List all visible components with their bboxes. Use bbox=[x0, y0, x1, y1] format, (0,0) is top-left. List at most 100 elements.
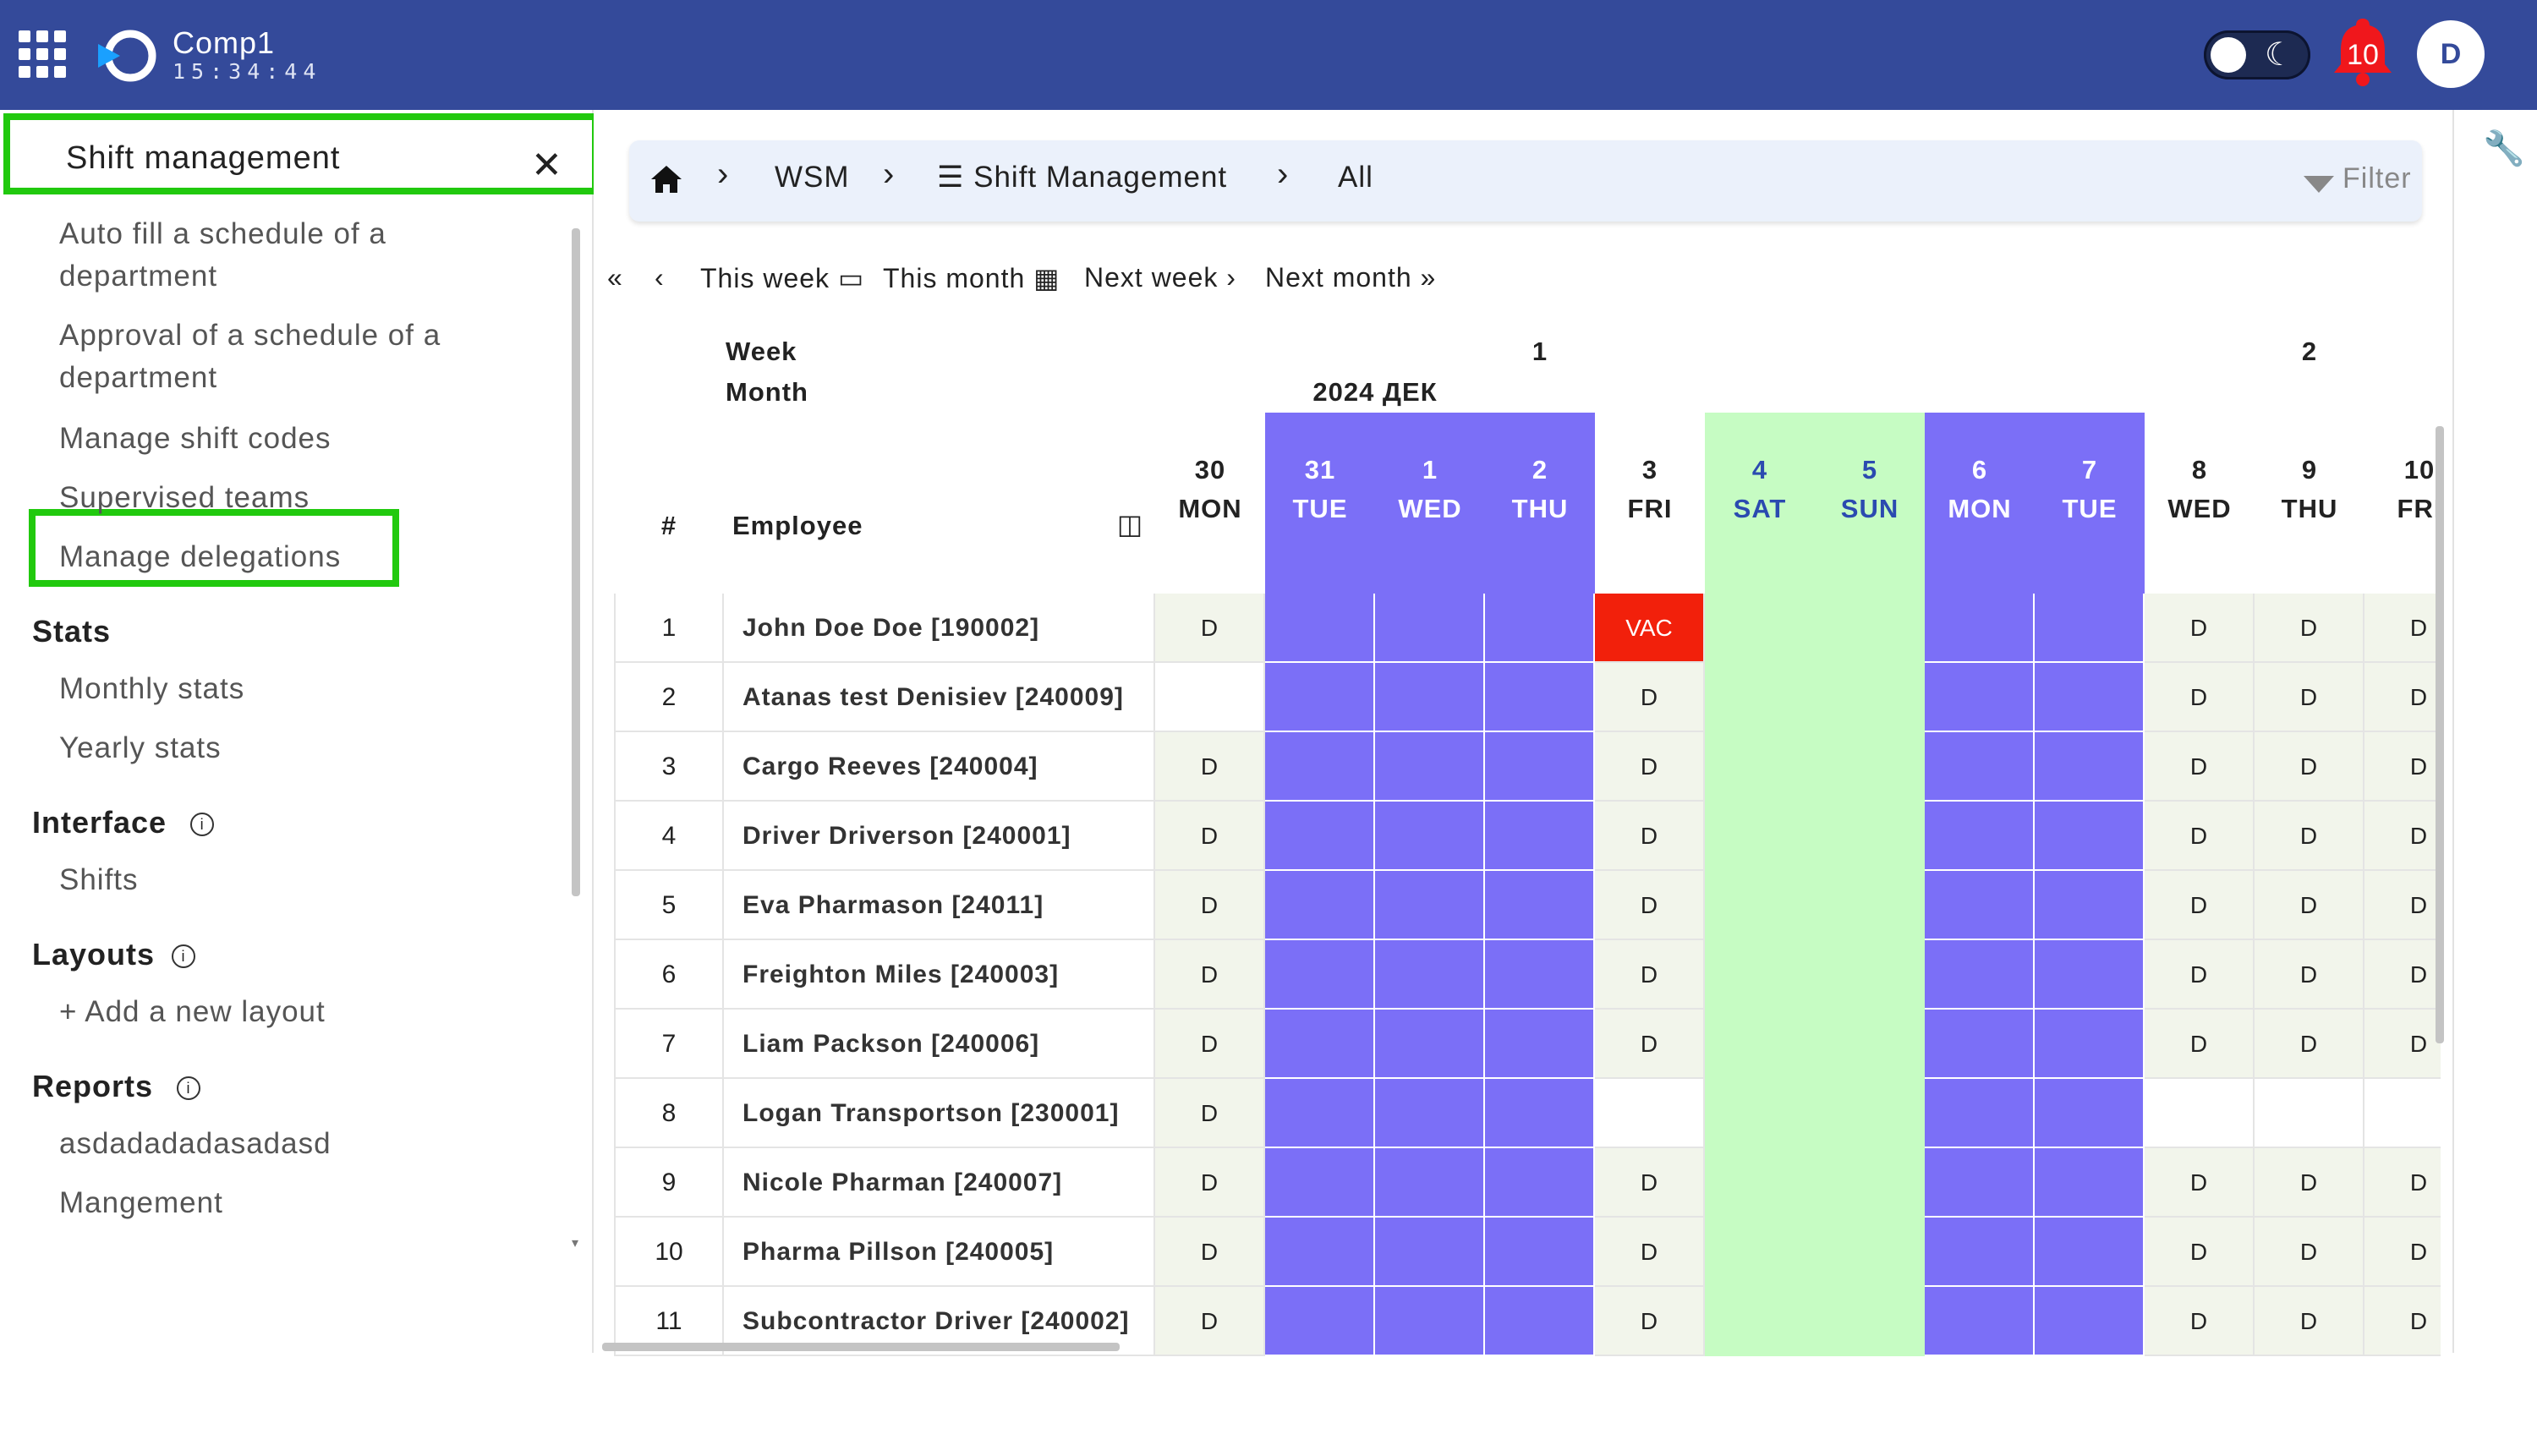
shift-cell[interactable] bbox=[1705, 1148, 1815, 1218]
shift-cell[interactable] bbox=[1705, 1287, 1815, 1356]
shift-cell[interactable]: D bbox=[1155, 594, 1265, 663]
shift-cell[interactable]: D bbox=[2364, 1148, 2441, 1218]
shift-cell[interactable] bbox=[1485, 1010, 1595, 1079]
employee-name[interactable]: Driver Driverson [240001] bbox=[724, 802, 1155, 871]
shift-cell[interactable] bbox=[1375, 1287, 1485, 1356]
day-header[interactable]: 31 TUE bbox=[1265, 413, 1375, 594]
shift-cell[interactable] bbox=[1375, 663, 1485, 732]
shift-cell[interactable] bbox=[1815, 594, 1925, 663]
shift-cell[interactable]: D bbox=[2145, 802, 2255, 871]
user-avatar[interactable]: D bbox=[2417, 20, 2485, 88]
shift-cell[interactable] bbox=[1265, 1010, 1375, 1079]
shift-cell[interactable] bbox=[1705, 1079, 1815, 1148]
shift-cell[interactable]: D bbox=[1155, 940, 1265, 1010]
employee-name[interactable]: Pharma Pillson [240005] bbox=[724, 1218, 1155, 1287]
shift-cell[interactable] bbox=[1265, 802, 1375, 871]
shift-cell[interactable] bbox=[1705, 1010, 1815, 1079]
shift-cell[interactable]: D bbox=[2145, 1010, 2255, 1079]
shift-cell[interactable] bbox=[2035, 1287, 2145, 1356]
shift-cell[interactable] bbox=[1485, 732, 1595, 802]
shift-cell[interactable] bbox=[1925, 1079, 2035, 1148]
menu-item-shifts[interactable]: Shifts bbox=[59, 863, 139, 896]
shift-cell[interactable] bbox=[1375, 732, 1485, 802]
shift-cell[interactable] bbox=[2035, 1218, 2145, 1287]
shift-cell[interactable] bbox=[1815, 732, 1925, 802]
shift-cell[interactable]: D bbox=[2255, 594, 2364, 663]
close-icon[interactable]: ✕ bbox=[531, 145, 562, 186]
shift-cell[interactable] bbox=[2035, 594, 2145, 663]
shift-cell[interactable] bbox=[1265, 1079, 1375, 1148]
info-icon[interactable]: i bbox=[190, 813, 215, 837]
day-header[interactable]: 30 MON bbox=[1155, 413, 1265, 594]
shift-cell[interactable] bbox=[2035, 940, 2145, 1010]
shift-cell[interactable]: D bbox=[1155, 1218, 1265, 1287]
shift-cell[interactable] bbox=[2035, 871, 2145, 940]
shift-cell[interactable] bbox=[1925, 594, 2035, 663]
menu-item-monthly-stats[interactable]: Monthly stats bbox=[59, 672, 245, 705]
menu-item-manage-delegations[interactable]: Manage delegations bbox=[59, 540, 342, 573]
shift-cell[interactable] bbox=[1815, 1287, 1925, 1356]
shift-cell[interactable]: D bbox=[1155, 1287, 1265, 1356]
filter-button[interactable]: Filter bbox=[2304, 162, 2412, 195]
info-icon[interactable]: i bbox=[172, 944, 196, 969]
menu-item-add-layout[interactable]: + Add a new layout bbox=[59, 995, 326, 1028]
shift-cell[interactable]: D bbox=[2255, 1010, 2364, 1079]
day-header[interactable]: 2 THU bbox=[1485, 413, 1595, 594]
shift-cell[interactable]: D bbox=[2145, 871, 2255, 940]
apps-grid-icon[interactable] bbox=[19, 30, 66, 78]
shift-cell[interactable] bbox=[2255, 1079, 2364, 1148]
shift-cell[interactable]: D bbox=[1155, 1079, 1265, 1148]
shift-cell[interactable] bbox=[1705, 732, 1815, 802]
shift-cell[interactable]: D bbox=[2364, 594, 2441, 663]
day-header[interactable]: 1 WED bbox=[1375, 413, 1485, 594]
scroll-down-icon[interactable]: ▾ bbox=[572, 1236, 579, 1251]
wrench-icon[interactable]: 🔧 bbox=[2483, 130, 2525, 167]
shift-cell[interactable] bbox=[2035, 1010, 2145, 1079]
shift-cell[interactable]: D bbox=[2255, 1148, 2364, 1218]
shift-cell[interactable]: D bbox=[2145, 594, 2255, 663]
theme-toggle[interactable]: ☾ bbox=[2204, 30, 2310, 79]
shift-cell[interactable] bbox=[1925, 1287, 2035, 1356]
shift-cell[interactable]: D bbox=[2364, 802, 2441, 871]
shift-cell[interactable] bbox=[1925, 871, 2035, 940]
shift-cell[interactable] bbox=[1925, 1218, 2035, 1287]
shift-cell[interactable] bbox=[1485, 594, 1595, 663]
shift-cell[interactable]: D bbox=[2145, 732, 2255, 802]
employee-name[interactable]: Cargo Reeves [240004] bbox=[724, 732, 1155, 802]
menu-item-approval[interactable]: Approval of a schedule of a department bbox=[59, 319, 441, 394]
shift-cell[interactable] bbox=[1485, 1218, 1595, 1287]
shift-cell[interactable]: D bbox=[2364, 663, 2441, 732]
shift-cell[interactable] bbox=[1925, 802, 2035, 871]
home-icon[interactable] bbox=[649, 164, 683, 194]
shift-cell[interactable] bbox=[1375, 871, 1485, 940]
day-header[interactable]: 4 SAT bbox=[1705, 413, 1815, 594]
menu-item-manage-shift-codes[interactable]: Manage shift codes bbox=[59, 422, 332, 455]
info-icon[interactable]: i bbox=[177, 1076, 201, 1101]
day-header[interactable]: 6 MON bbox=[1925, 413, 2035, 594]
employee-name[interactable]: Liam Packson [240006] bbox=[724, 1010, 1155, 1079]
shift-cell[interactable] bbox=[2035, 1079, 2145, 1148]
shift-cell[interactable] bbox=[1485, 1287, 1595, 1356]
shift-cell[interactable]: D bbox=[1155, 871, 1265, 940]
shift-cell[interactable] bbox=[1265, 940, 1375, 1010]
shift-cell[interactable]: D bbox=[2364, 871, 2441, 940]
shift-cell[interactable] bbox=[2035, 802, 2145, 871]
shift-cell[interactable] bbox=[1705, 663, 1815, 732]
shift-cell[interactable]: D bbox=[1155, 732, 1265, 802]
shift-cell[interactable]: D bbox=[1595, 1010, 1705, 1079]
shift-cell[interactable] bbox=[1815, 1218, 1925, 1287]
day-header[interactable]: 10 FRI bbox=[2364, 413, 2441, 594]
shift-cell[interactable] bbox=[1265, 594, 1375, 663]
breadcrumb-shift-management[interactable]: ☰ Shift Management bbox=[937, 161, 1227, 194]
breadcrumb-all[interactable]: All bbox=[1338, 161, 1373, 194]
menu-item-yearly-stats[interactable]: Yearly stats bbox=[59, 731, 222, 764]
next-month-button[interactable]: Next month » bbox=[1265, 262, 1436, 293]
shift-cell[interactable] bbox=[1485, 663, 1595, 732]
shift-cell[interactable] bbox=[1705, 871, 1815, 940]
shift-cell[interactable] bbox=[2035, 1148, 2145, 1218]
shift-cell[interactable]: D bbox=[2145, 1218, 2255, 1287]
day-header[interactable]: 8 WED bbox=[2145, 413, 2255, 594]
shift-cell[interactable]: D bbox=[1595, 1148, 1705, 1218]
shift-cell[interactable] bbox=[2035, 663, 2145, 732]
menu-item-supervised-teams[interactable]: Supervised teams bbox=[59, 481, 310, 514]
